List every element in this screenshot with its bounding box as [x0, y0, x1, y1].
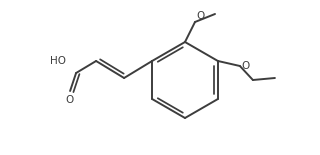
Text: O: O: [65, 95, 73, 105]
Text: HO: HO: [50, 56, 66, 66]
Text: O: O: [196, 11, 204, 21]
Text: O: O: [241, 61, 249, 71]
